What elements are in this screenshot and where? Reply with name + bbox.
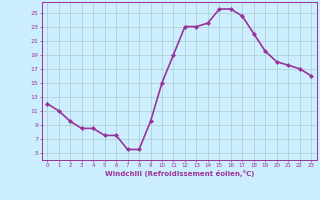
X-axis label: Windchill (Refroidissement éolien,°C): Windchill (Refroidissement éolien,°C) bbox=[105, 170, 254, 177]
